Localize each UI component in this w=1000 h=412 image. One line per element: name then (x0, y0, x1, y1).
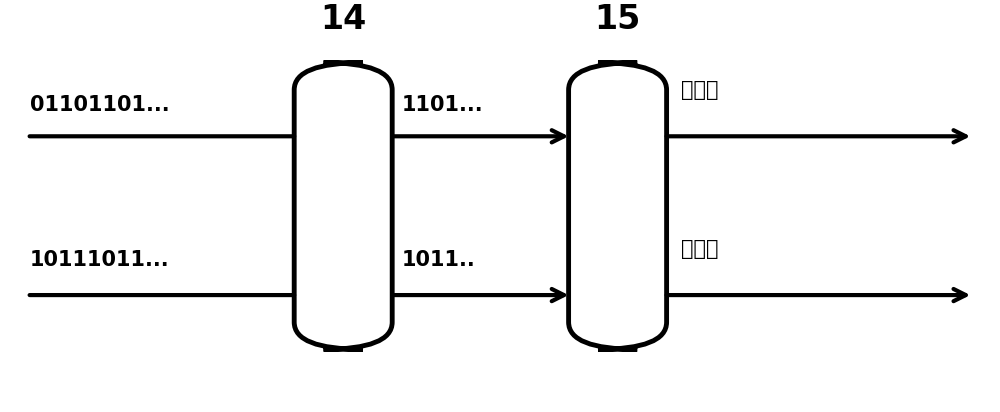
Text: 十进制: 十进制 (681, 239, 719, 259)
Text: 1011..: 1011.. (402, 250, 476, 270)
Text: 1101...: 1101... (402, 95, 484, 115)
Text: 01101101...: 01101101... (30, 95, 169, 115)
FancyBboxPatch shape (294, 63, 392, 349)
FancyBboxPatch shape (569, 63, 667, 349)
Text: 14: 14 (320, 2, 366, 35)
Text: 十进制: 十进制 (681, 80, 719, 100)
Text: 15: 15 (594, 2, 641, 35)
Text: 10111011...: 10111011... (30, 250, 169, 270)
